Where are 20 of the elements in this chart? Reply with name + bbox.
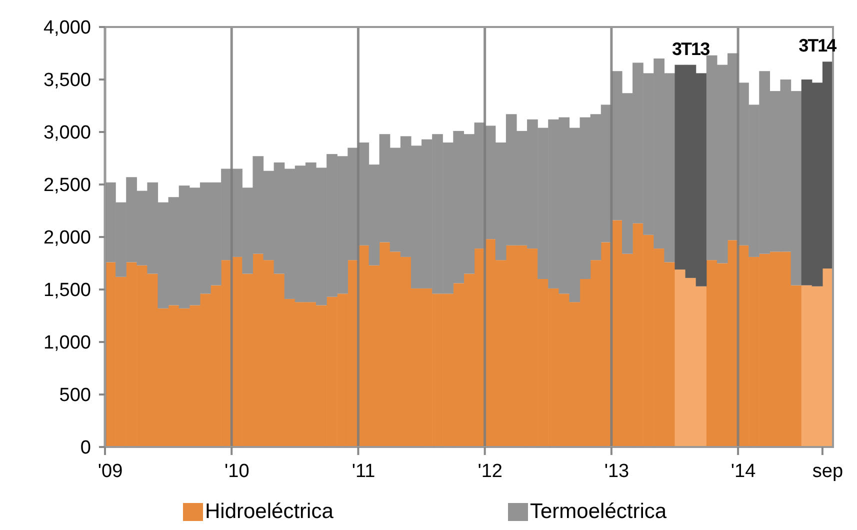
y-tick-label: 500 [59,385,91,406]
y-tick-label: 3,500 [43,70,91,92]
x-tick-label: '10 [224,461,250,482]
x-tick-label: sep [812,461,844,482]
legend-label: Hidroeléctrica [205,500,334,523]
y-tick-label: 1,000 [43,332,91,354]
y-tick-label: 3,000 [43,122,91,144]
y-tick-label: 4,000 [43,18,91,39]
y-tick-label: 2,500 [43,175,91,196]
x-tick-label: '12 [478,461,502,482]
legend-label: Termoeléctrica [530,500,667,523]
x-tick-label: '11 [352,461,376,482]
y-tick-label: 2,000 [43,228,91,249]
y-tick-label: 1,500 [43,280,91,302]
annotation: 3T13 [672,38,710,59]
x-tick-label: '14 [730,461,756,482]
annotation: 3T14 [798,36,837,56]
x-tick-label: '09 [98,461,123,482]
y-tick-label: 0 [80,438,91,459]
x-tick-label: '13 [604,461,630,482]
